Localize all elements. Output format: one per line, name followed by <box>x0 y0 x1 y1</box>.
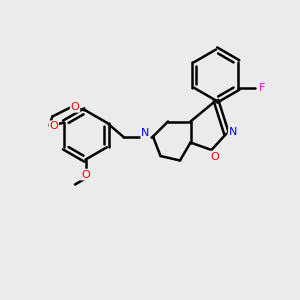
Text: N: N <box>141 128 150 139</box>
Text: N: N <box>229 127 237 137</box>
Text: O: O <box>81 169 90 180</box>
Text: O: O <box>70 102 80 112</box>
Text: O: O <box>210 152 219 162</box>
Text: O: O <box>49 121 58 131</box>
Text: F: F <box>259 83 265 93</box>
